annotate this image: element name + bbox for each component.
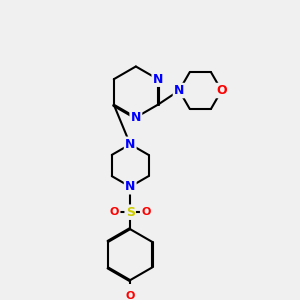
Text: S: S bbox=[126, 206, 135, 219]
Text: N: N bbox=[125, 138, 135, 151]
Text: O: O bbox=[141, 207, 150, 217]
Text: O: O bbox=[110, 207, 119, 217]
Text: O: O bbox=[216, 84, 227, 97]
Text: N: N bbox=[153, 73, 163, 86]
Text: O: O bbox=[125, 291, 135, 300]
Text: N: N bbox=[125, 180, 135, 193]
Text: N: N bbox=[131, 111, 141, 124]
Text: N: N bbox=[174, 84, 184, 97]
